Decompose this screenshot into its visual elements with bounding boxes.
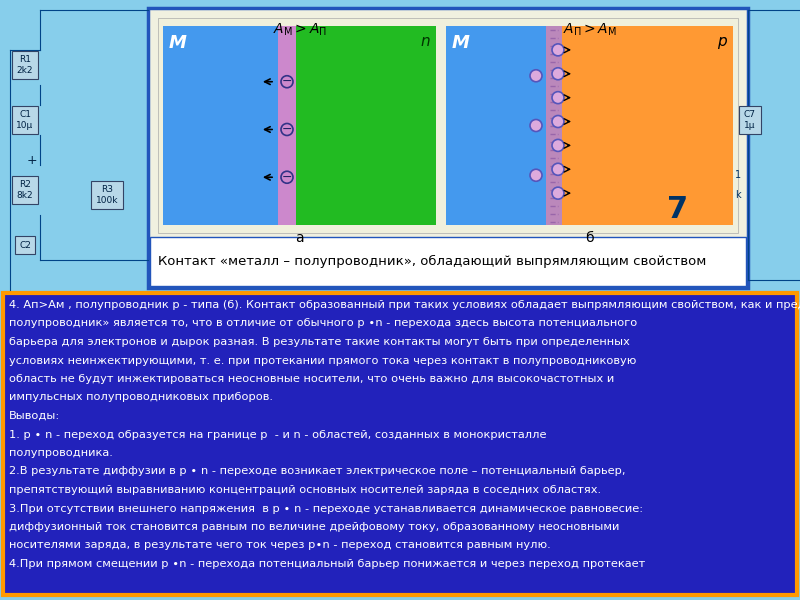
Circle shape xyxy=(552,68,564,80)
Circle shape xyxy=(281,171,293,183)
Text: Контакт «металл – полупроводник», обладающий выпрямляющим свойством: Контакт «металл – полупроводник», облада… xyxy=(158,255,706,268)
Text: барьера для электронов и дырок разная. В результате такие контакты могут быть пр: барьера для электронов и дырок разная. В… xyxy=(9,337,630,347)
Bar xyxy=(163,26,278,225)
Text: 3.При отсутствии внешнего напряжения  в p ∙ n - переходе устанавливается динамич: 3.При отсутствии внешнего напряжения в p… xyxy=(9,503,643,514)
Circle shape xyxy=(552,44,564,56)
Text: Выводы:: Выводы: xyxy=(9,411,60,421)
Circle shape xyxy=(552,139,564,151)
Bar xyxy=(3,293,797,595)
Text: импульсных полупроводниковых приборов.: импульсных полупроводниковых приборов. xyxy=(9,392,273,403)
Text: 4. Ап>Ам , полупроводник p - типа (б). Контакт образованный при таких условиях о: 4. Ап>Ам , полупроводник p - типа (б). К… xyxy=(9,300,800,310)
Bar xyxy=(158,18,738,233)
Circle shape xyxy=(530,119,542,131)
Circle shape xyxy=(552,163,564,175)
Text: M: M xyxy=(169,34,187,52)
Text: носителями заряда, в результате чего ток через p∙n - переход становится равным н: носителями заряда, в результате чего ток… xyxy=(9,541,550,551)
Circle shape xyxy=(281,76,293,88)
Text: C2: C2 xyxy=(19,241,31,250)
Bar xyxy=(296,26,436,225)
Text: область не будут инжектироваться неосновные носители, что очень важно для высоко: область не будут инжектироваться неоснов… xyxy=(9,374,614,384)
Text: препятствующий выравниванию концентраций основных носителей заряда в соседних об: препятствующий выравниванию концентраций… xyxy=(9,485,601,495)
Text: p: p xyxy=(718,34,727,49)
Bar xyxy=(446,26,546,225)
Text: 7: 7 xyxy=(667,196,689,224)
Text: R3
100k: R3 100k xyxy=(96,185,118,205)
Text: M: M xyxy=(452,34,470,52)
Text: R1
2k2: R1 2k2 xyxy=(17,55,34,75)
Text: 1: 1 xyxy=(735,170,741,180)
Circle shape xyxy=(552,116,564,128)
Text: полупроводник» является то, что в отличие от обычного p ∙n - перехода здесь высо: полупроводник» является то, что в отличи… xyxy=(9,319,638,329)
Bar xyxy=(150,237,746,286)
Circle shape xyxy=(530,70,542,82)
Text: −: − xyxy=(282,75,292,88)
Bar xyxy=(546,26,562,225)
Text: полупроводника.: полупроводника. xyxy=(9,448,113,458)
Text: R2
8k2: R2 8k2 xyxy=(17,180,34,200)
Text: 1. p ∙ n - переход образуется на границе p  - и n - областей, созданных в монокр: 1. p ∙ n - переход образуется на границе… xyxy=(9,430,546,439)
Text: n: n xyxy=(420,34,430,49)
Text: 4.При прямом смещении p ∙n - перехода потенциальный барьер понижается и через пе: 4.При прямом смещении p ∙n - перехода по… xyxy=(9,559,646,569)
Text: б: б xyxy=(585,231,594,245)
Text: −: − xyxy=(282,123,292,136)
Text: диффузионный ток становится равным по величине дрейфовому току, образованному не: диффузионный ток становится равным по ве… xyxy=(9,522,619,532)
Text: условиях неинжектирующими, т. е. при протекании прямого тока через контакт в пол: условиях неинжектирующими, т. е. при про… xyxy=(9,355,636,365)
Text: a: a xyxy=(295,231,304,245)
Text: C1
10µ: C1 10µ xyxy=(16,110,34,130)
Circle shape xyxy=(281,124,293,136)
Circle shape xyxy=(552,187,564,199)
Bar xyxy=(148,8,748,288)
Bar xyxy=(278,26,296,225)
Text: $A_{\rm \Pi} > A_{\rm M}$: $A_{\rm \Pi} > A_{\rm M}$ xyxy=(562,22,617,38)
Text: +: + xyxy=(26,154,38,166)
Text: $A_{\rm M} > A_{\rm \Pi}$: $A_{\rm M} > A_{\rm \Pi}$ xyxy=(273,22,326,38)
Circle shape xyxy=(530,169,542,181)
Text: 2.В результате диффузии в p ∙ n - переходе возникает электрическое поле – потенц: 2.В результате диффузии в p ∙ n - перехо… xyxy=(9,467,626,476)
Text: k: k xyxy=(735,190,741,200)
Bar xyxy=(562,26,733,225)
Circle shape xyxy=(552,92,564,104)
Text: −: − xyxy=(282,171,292,184)
Text: C7
1µ: C7 1µ xyxy=(744,110,756,130)
